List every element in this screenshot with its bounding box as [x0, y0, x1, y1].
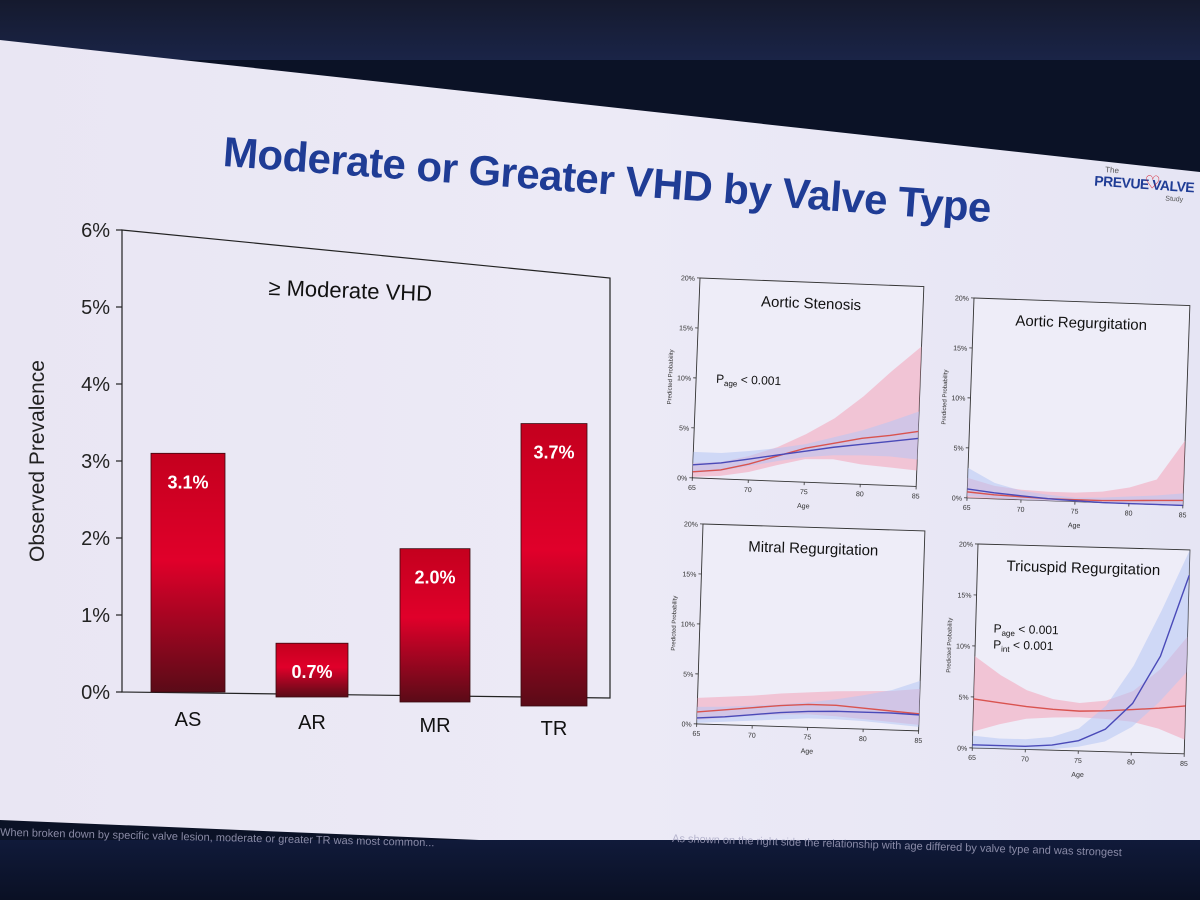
- study-logo: The PREVUE VALVE ♡ Study: [1089, 164, 1200, 212]
- heart-icon: ♡: [1143, 171, 1162, 194]
- screen-top-edge: [0, 0, 1200, 60]
- logo-suffix: Study: [1165, 195, 1184, 204]
- screen-bottom-edge: [0, 840, 1200, 900]
